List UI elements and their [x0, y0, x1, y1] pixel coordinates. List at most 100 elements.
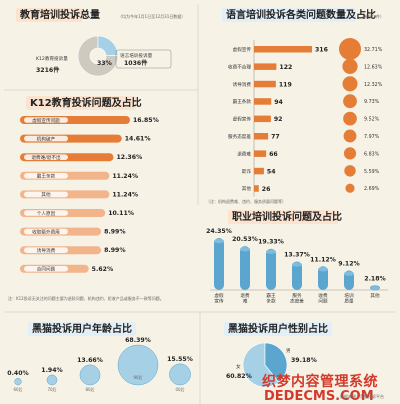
career-category-label: 培训质量	[344, 292, 354, 305]
career-bar-cap	[344, 271, 354, 276]
k12-bar-label-bg	[24, 191, 68, 198]
career-value-label: 9.12%	[338, 261, 359, 268]
lang-percent-label: 7.97%	[364, 134, 380, 140]
lang-value-label: 77	[271, 134, 280, 141]
lang-percent-label: 12.32%	[364, 82, 383, 88]
watermark-line1: 织梦内容管理系统	[262, 373, 378, 390]
gender-pie	[242, 342, 288, 388]
gender-female-value: 60.82%	[226, 373, 252, 380]
career-title: 职业培训投诉问题及占比	[232, 210, 342, 223]
age-bubble	[14, 377, 22, 386]
k12-category-label: 退费难/退不出	[31, 154, 61, 161]
k12-value-label: 8.99%	[104, 229, 125, 236]
age-category-label: 00后	[175, 386, 184, 392]
career-category-label-line: 条款	[266, 298, 276, 305]
k12-category-label: 合同问题	[37, 266, 56, 273]
lang-percent-label: 12.63%	[364, 64, 383, 70]
career-category-label: 服务态度差	[290, 292, 304, 305]
k12-category-label: 个人原因	[37, 211, 56, 217]
age-value-label: 68.39%	[125, 337, 151, 344]
lang-bar	[254, 133, 269, 140]
lang-percent-label: 32.71%	[364, 47, 383, 53]
age-bubble-chart: 0.40% 60后 1.94% 70后 13.66% 80后 68.39% 90后 15.55%…	[7, 337, 193, 392]
lang-footnote: （注：机构退费难、违约、服务质量问题等）	[206, 198, 286, 204]
career-bar	[240, 246, 250, 290]
lang-share-bubble	[345, 183, 355, 193]
career-category-label-line: 态度差	[290, 298, 304, 305]
career-bar-cap	[214, 238, 224, 244]
age-bubble	[79, 364, 101, 386]
lang-value-label: 119	[279, 81, 292, 88]
career-category-label-line: 服务	[292, 292, 302, 299]
total-pie	[77, 35, 119, 77]
career-bar-cap	[292, 262, 302, 267]
k12-value-label: 12.36%	[116, 154, 142, 161]
lang-value-label: 92	[274, 116, 283, 123]
age-bubble	[169, 363, 191, 386]
pie-slice-k12	[77, 35, 119, 77]
career-bar	[318, 266, 328, 290]
career-bar-cap	[240, 246, 250, 252]
k12-total-label: K12教育投诉量	[36, 55, 68, 62]
lang-percent-label: 9.52%	[364, 117, 380, 123]
lang-category-label: 欺诈	[242, 168, 252, 175]
lang-percent-label: 9.73%	[364, 99, 380, 105]
gender-title-bg	[224, 322, 332, 336]
watermark-line2: DEDECMS.COM	[264, 389, 374, 404]
career-bar	[266, 248, 276, 290]
k12-bar-label-bg	[24, 173, 68, 179]
age-bubble	[117, 344, 159, 386]
lang-category-label: 虚假宣传	[233, 116, 252, 123]
lang-title: 语言培训投诉各类问题数量及占比	[226, 8, 376, 21]
lang-percent-label: 5.59%	[364, 169, 380, 175]
career-bar-cap	[266, 249, 276, 254]
k12-category-label: 霸王条款	[37, 173, 56, 180]
panel-gender: 黑猫投诉用户性别占比 女 60.82% 男 39.18%	[224, 322, 332, 388]
panel-age: 黑猫投诉用户年龄占比 0.40% 60后 1.94% 70后 13.66% 80后 68.3…	[7, 322, 193, 392]
k12-total-value: 3216件	[36, 66, 60, 74]
career-bar-chart: 24.35% 虚假宣传 20.53% 退费难 19.33% 霸王条款 13.37% 服务态度差…	[206, 228, 388, 305]
career-category-label: 收费问题	[318, 292, 328, 305]
career-title-bg	[228, 210, 338, 224]
lang-value-label: 26	[262, 186, 271, 193]
k12-bar-label-bg	[24, 117, 68, 123]
gender-slice-male	[264, 342, 288, 383]
gender-male-label: 男	[286, 348, 291, 354]
lang-total-box	[115, 49, 172, 69]
panel-lang: 语言培训投诉各类问题数量及占比 （单位：件） 虚假宣传 316 32.71% 收费不合…	[206, 8, 384, 204]
lang-bar	[254, 63, 277, 70]
lang-value-label: 54	[267, 168, 276, 175]
total-title: 教育培训投诉总量	[19, 8, 100, 21]
career-bar	[292, 261, 302, 290]
career-category-label-line: 其他	[370, 292, 380, 299]
career-category-label-line: 收费	[318, 292, 328, 299]
age-category-label: 70后	[47, 386, 56, 392]
career-category-label: 虚假宣传	[214, 292, 224, 305]
career-value-label: 13.37%	[284, 251, 310, 258]
lang-category-label: 其他	[242, 185, 252, 192]
lang-category-label: 退费难	[237, 150, 251, 157]
total-title-bg	[16, 8, 82, 22]
lang-total-pct: 33%	[97, 60, 112, 67]
age-category-label: 80后	[85, 386, 94, 392]
lang-category-label: 虚假宣传	[233, 46, 252, 53]
lang-share-bubble	[343, 94, 357, 109]
lang-value-label: 66	[269, 151, 278, 158]
k12-bar-chart: 虚假宣传问题 16.85% 机构破产 14.61% 退费难/退不出 12.36% 霸王条款 1…	[20, 116, 159, 273]
age-value-label: 1.94%	[41, 367, 62, 374]
career-value-label: 24.35%	[206, 228, 232, 235]
lang-bar	[254, 150, 267, 157]
career-value-label: 11.12%	[310, 256, 336, 263]
lang-share-bubble	[343, 111, 357, 126]
k12-title-bg	[26, 96, 136, 110]
lang-unit: （单位：件）	[360, 13, 384, 19]
lang-share-bubble	[339, 38, 361, 60]
lang-total-value: 1036件	[124, 59, 148, 67]
age-category-label: 60后	[13, 386, 22, 392]
lang-value-label: 94	[274, 99, 283, 106]
career-category-label-line: 虚假	[214, 292, 224, 299]
lang-value-label: 316	[315, 47, 328, 54]
lang-share-bubble	[342, 58, 358, 74]
